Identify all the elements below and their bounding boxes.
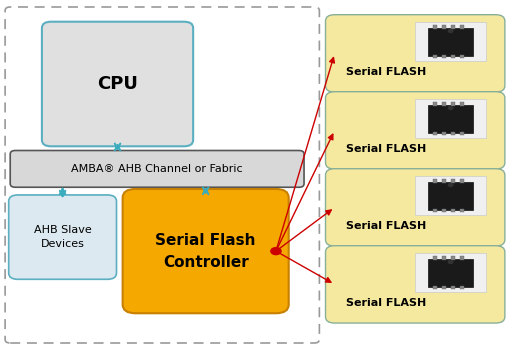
FancyBboxPatch shape: [10, 150, 304, 187]
Bar: [432, 102, 436, 106]
Bar: [460, 286, 464, 289]
Bar: [432, 256, 436, 260]
Bar: [460, 102, 464, 106]
Bar: [451, 286, 455, 289]
Bar: [442, 209, 446, 212]
FancyBboxPatch shape: [415, 99, 486, 138]
Bar: [460, 132, 464, 135]
Text: CPU: CPU: [97, 75, 138, 93]
FancyBboxPatch shape: [428, 28, 473, 56]
Circle shape: [448, 260, 453, 264]
Bar: [432, 179, 436, 183]
FancyBboxPatch shape: [326, 169, 505, 246]
Text: AMBA® AHB Channel or Fabric: AMBA® AHB Channel or Fabric: [72, 164, 243, 174]
Bar: [432, 286, 436, 289]
Text: Serial FLASH: Serial FLASH: [346, 220, 426, 231]
Circle shape: [448, 29, 453, 33]
FancyBboxPatch shape: [415, 176, 486, 215]
Text: Serial FLASH: Serial FLASH: [346, 66, 426, 77]
Text: Serial FLASH: Serial FLASH: [346, 144, 426, 154]
FancyBboxPatch shape: [415, 253, 486, 292]
Bar: [442, 102, 446, 106]
FancyBboxPatch shape: [123, 189, 289, 313]
Bar: [451, 55, 455, 58]
Bar: [451, 179, 455, 183]
Text: Serial FLASH: Serial FLASH: [346, 298, 426, 308]
Bar: [442, 25, 446, 29]
Circle shape: [271, 248, 281, 255]
Bar: [432, 132, 436, 135]
Circle shape: [448, 183, 453, 187]
Bar: [451, 209, 455, 212]
Bar: [460, 55, 464, 58]
FancyBboxPatch shape: [428, 182, 473, 210]
Bar: [451, 256, 455, 260]
Bar: [442, 256, 446, 260]
FancyBboxPatch shape: [428, 259, 473, 287]
Bar: [460, 179, 464, 183]
Circle shape: [448, 106, 453, 110]
Bar: [432, 55, 436, 58]
FancyBboxPatch shape: [42, 22, 193, 146]
FancyBboxPatch shape: [326, 246, 505, 323]
FancyBboxPatch shape: [428, 105, 473, 133]
Bar: [451, 25, 455, 29]
Text: AHB Slave
Devices: AHB Slave Devices: [34, 225, 91, 249]
Bar: [432, 25, 436, 29]
Bar: [442, 132, 446, 135]
FancyBboxPatch shape: [9, 195, 117, 279]
Bar: [460, 25, 464, 29]
FancyBboxPatch shape: [326, 15, 505, 92]
Bar: [442, 179, 446, 183]
Bar: [442, 55, 446, 58]
FancyBboxPatch shape: [326, 92, 505, 169]
FancyBboxPatch shape: [415, 22, 486, 61]
Bar: [451, 132, 455, 135]
Bar: [451, 102, 455, 106]
Text: Serial Flash
Controller: Serial Flash Controller: [155, 232, 256, 270]
Bar: [460, 256, 464, 260]
Bar: [432, 209, 436, 212]
Bar: [460, 209, 464, 212]
Bar: [442, 286, 446, 289]
